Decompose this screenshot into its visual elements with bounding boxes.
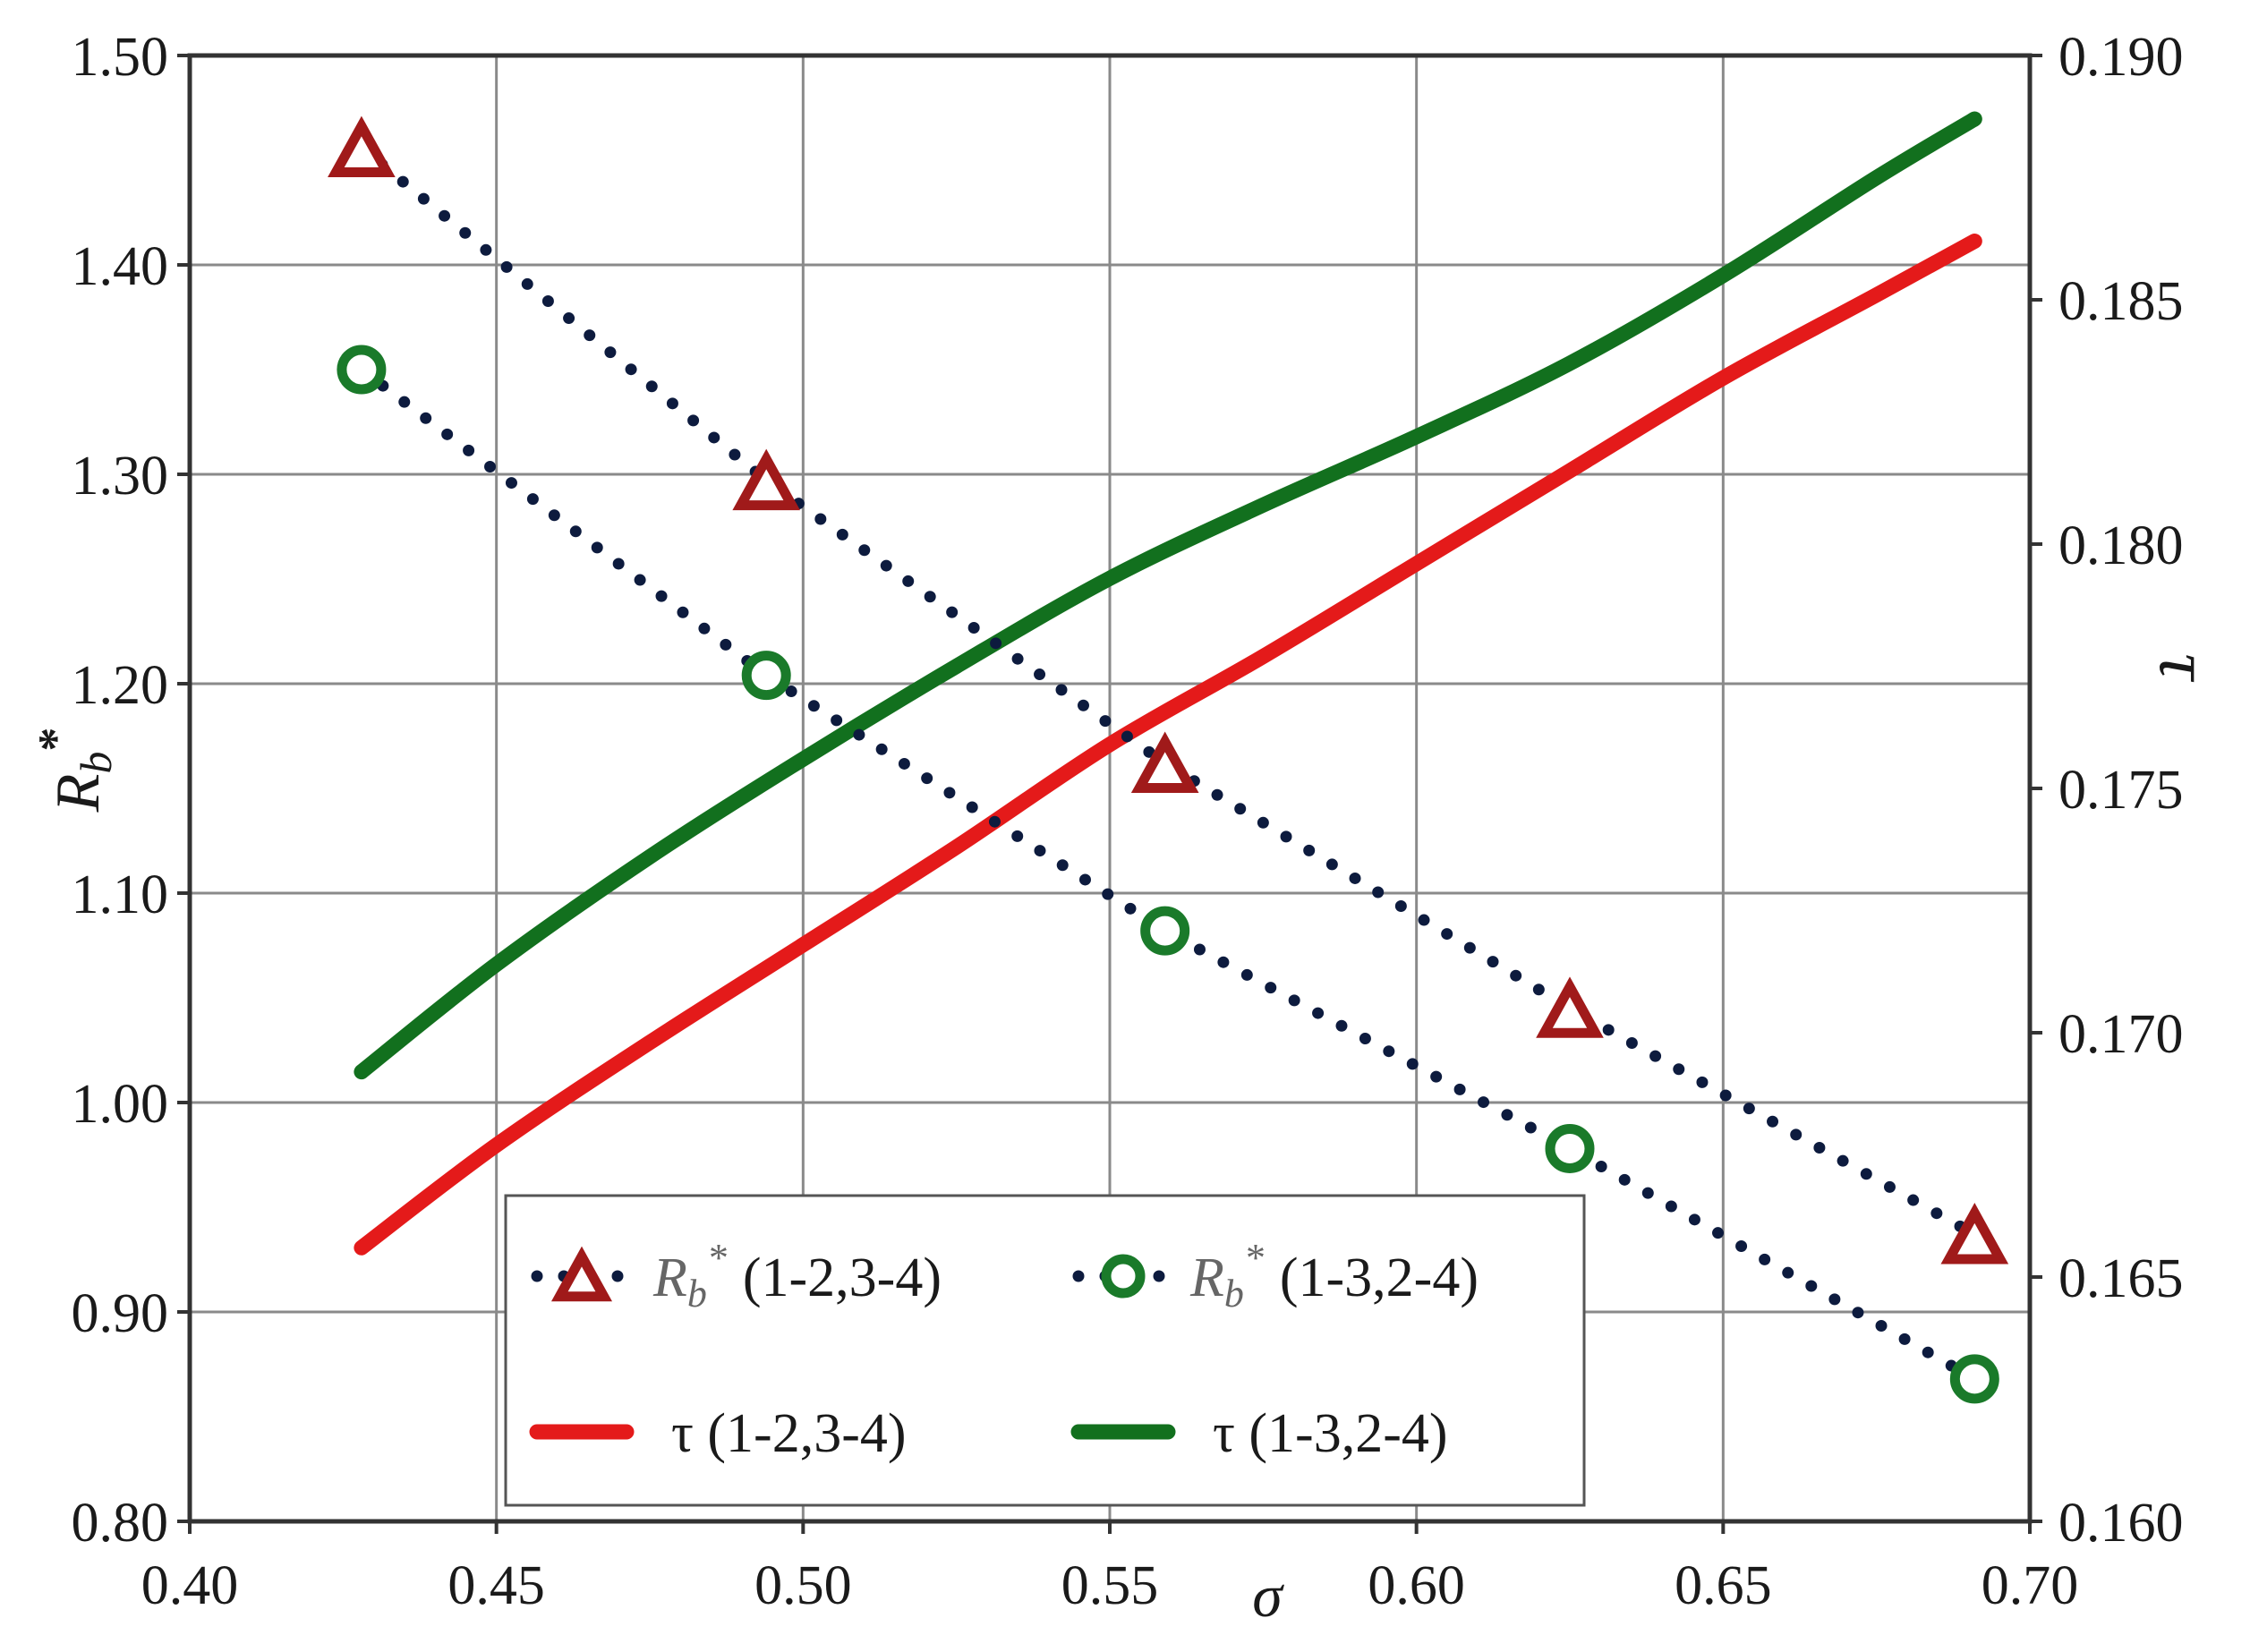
legend-entries: Rb* (1-2,3-4) Rb* (1-3,2-4) τ (1-2,3-4) τ (1-… [529,1236,1479,1464]
series-line-rb-12-34 [355,141,1981,1240]
point-rb-13-24-3 [1545,1123,1595,1173]
y-right-tick-label-3: 0.175 [2058,760,2184,821]
y-right-tick-label-0: 0.160 [2058,1493,2184,1554]
point-rb-13-24-4 [1949,1354,1999,1404]
y-right-tick-label-4: 0.180 [2058,515,2184,576]
legend-item-rb-12-34: Rb* (1-2,3-4) [531,1236,942,1316]
y-left-tick-label-6: 1.40 [72,236,169,297]
y-left-tick-label-0: 0.80 [72,1493,169,1554]
series-line-tau-13-24 [354,111,1982,1080]
x-tick-label-2: 0.50 [754,1555,852,1616]
series-tau-12-34 [354,233,1982,1256]
point-rb-12-34-3 [1536,976,1604,1038]
y-right-tick-label-2: 0.170 [2058,1004,2184,1065]
x-tick-label-1: 0.45 [447,1555,545,1616]
y-left-tick-label-3: 1.10 [72,864,169,925]
y-left-tick-label-4: 1.20 [72,655,169,716]
y-left-tick-label-2: 1.00 [72,1074,169,1135]
legend-label-tau-12-34: τ (1-2,3-4) [671,1403,907,1464]
x-axis-title: σ [1252,1562,1284,1630]
x-tick-label-4: 0.60 [1368,1555,1465,1616]
legend-marker-rb-12-34 [550,1246,613,1302]
legend-item-tau-12-34: τ (1-2,3-4) [529,1403,907,1464]
series-tau-13-24 [354,111,1982,1080]
legend-label-rb-13-24: Rb* (1-3,2-4) [1189,1236,1479,1316]
x-tick-label-0: 0.40 [141,1555,239,1616]
legend-item-rb-13-24: Rb* (1-3,2-4) [1072,1236,1479,1316]
point-rb-12-34-2 [1130,731,1199,794]
y-left-tick-label-5: 1.30 [72,446,169,507]
series-layer [328,111,2009,1404]
series-line-tau-12-34 [354,233,1982,1256]
y-left-tick-label-1: 0.90 [72,1283,169,1344]
x-tick-label-6: 0.70 [1982,1555,2079,1616]
tick-labels: 0.40 0.45 0.50 0.55 0.60 0.65 0.70 0.80 0.90 1.00… [72,27,2184,1616]
y-right-axis-title: τ [2144,653,2226,682]
legend-box [504,1194,1586,1507]
y-left-tick-label-7: 1.50 [72,27,169,88]
series-rb-13-24 [337,345,1999,1404]
legend-label-rb-12-34: Rb* (1-2,3-4) [652,1236,942,1316]
legend-marker-rb-13-24 [1101,1254,1146,1299]
legend: Rb* (1-2,3-4) Rb* (1-3,2-4) τ (1-2,3-4) τ (1-… [504,1194,1586,1507]
point-rb-12-34-4 [1940,1203,2009,1265]
point-rb-13-24-2 [1140,906,1190,956]
y-right-tick-label-5: 0.185 [2058,271,2184,332]
legend-item-tau-13-24: τ (1-3,2-4) [1070,1403,1448,1464]
point-rb-12-34-0 [328,115,396,178]
point-rb-13-24-0 [337,345,387,395]
y-right-tick-label-6: 0.190 [2058,27,2184,88]
y-right-tick-label-1: 0.165 [2058,1248,2184,1309]
point-rb-13-24-1 [741,651,791,701]
y-left-axis-title: Rb* [29,728,121,813]
x-tick-label-5: 0.65 [1675,1555,1772,1616]
legend-label-tau-13-24: τ (1-3,2-4) [1213,1403,1448,1464]
series-rb-12-34 [328,115,2009,1265]
point-rb-12-34-1 [732,448,801,511]
x-tick-label-3: 0.55 [1061,1555,1159,1616]
